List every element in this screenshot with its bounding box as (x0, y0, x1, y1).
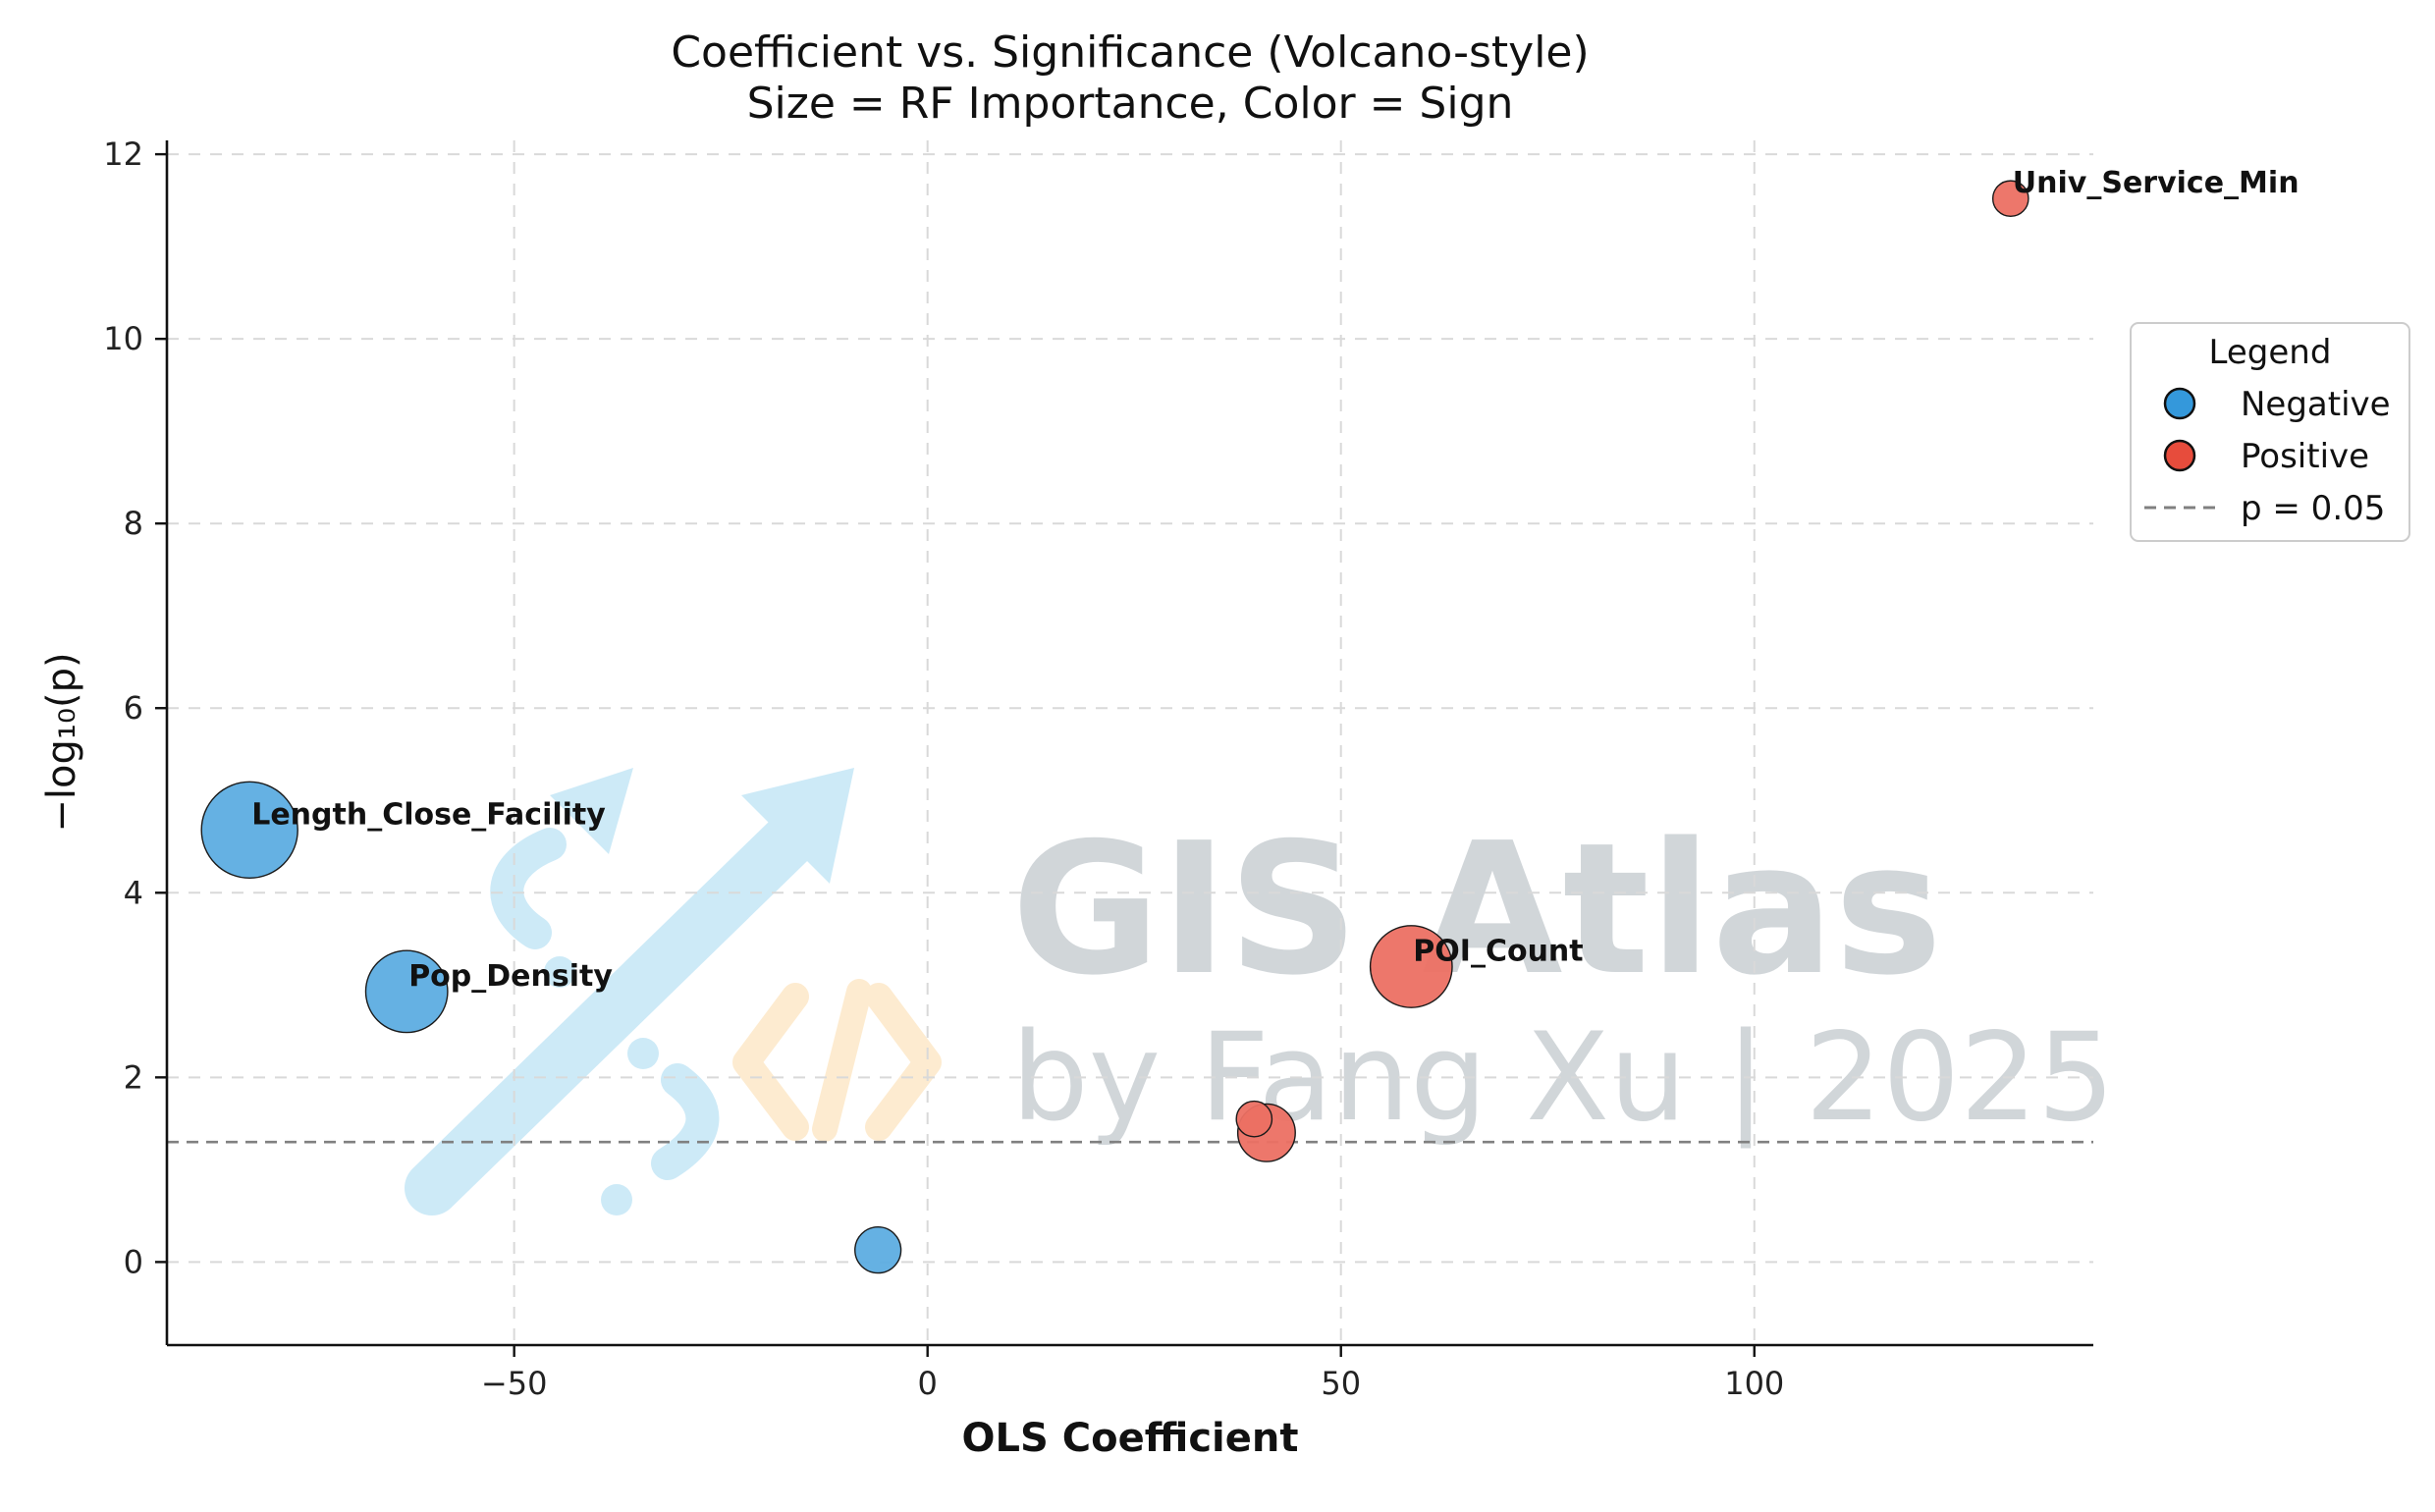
y-tick-label: 0 (124, 1243, 143, 1280)
legend-title: Legend (2209, 333, 2332, 372)
point-label: Length_Close_Facility (251, 797, 606, 832)
point-negative (200, 781, 298, 880)
y-tick-label: 10 (103, 320, 143, 357)
y-axis-label: −log₁₀(p) (39, 652, 84, 832)
watermark-line1: GIS Atlas (1011, 803, 1942, 1015)
point-positive (1235, 1100, 1273, 1138)
chart-title: Coefficient vs. Significance (Volcano-st… (671, 27, 1589, 78)
grid (167, 140, 2093, 1345)
x-ticks: −50 0 50 100 (481, 1345, 1784, 1402)
point-annotations: Length_Close_Facility Pop_Density POI_Coun… (251, 166, 2299, 994)
chart-subtitle: Size = RF Importance, Color = Sign (747, 79, 1514, 129)
scatter-points (200, 180, 2029, 1274)
point-negative (854, 1226, 902, 1274)
legend-marker-negative (2163, 387, 2196, 420)
axes (165, 140, 2093, 1347)
y-tick-label: 4 (124, 874, 143, 911)
y-ticks: 0 2 4 6 8 10 12 (103, 135, 167, 1280)
x-tick-label: 100 (1724, 1365, 1784, 1402)
legend-marker-positive (2163, 439, 2196, 472)
x-tick-label: −50 (481, 1365, 548, 1402)
watermark-logo (405, 768, 942, 1215)
point-positive (1991, 180, 2029, 218)
watermark: GIS Atlas by Fang Xu | 2025 (405, 768, 2115, 1215)
point-label: Pop_Density (408, 959, 613, 994)
legend-box (2130, 322, 2410, 542)
watermark-line2: by Fang Xu | 2025 (1011, 1007, 2115, 1149)
point-positive (1369, 925, 1453, 1008)
y-tick-label: 8 (124, 505, 143, 542)
legend-label-threshold: p = 0.05 (2241, 489, 2385, 528)
point-label: Univ_Service_Min (2013, 166, 2300, 200)
legend: Legend Negative Positive p = 0.05 (2130, 322, 2410, 542)
point-negative (364, 949, 449, 1034)
x-axis-label: OLS Coefficient (962, 1416, 1299, 1461)
legend-label-positive: Positive (2241, 437, 2369, 476)
legend-label-negative: Negative (2241, 385, 2391, 424)
x-tick-label: 0 (918, 1365, 938, 1402)
point-label: POI_Count (1413, 935, 1583, 969)
x-tick-label: 50 (1321, 1365, 1361, 1402)
y-tick-label: 12 (103, 135, 143, 173)
y-tick-label: 6 (124, 689, 143, 727)
y-tick-label: 2 (124, 1058, 143, 1096)
